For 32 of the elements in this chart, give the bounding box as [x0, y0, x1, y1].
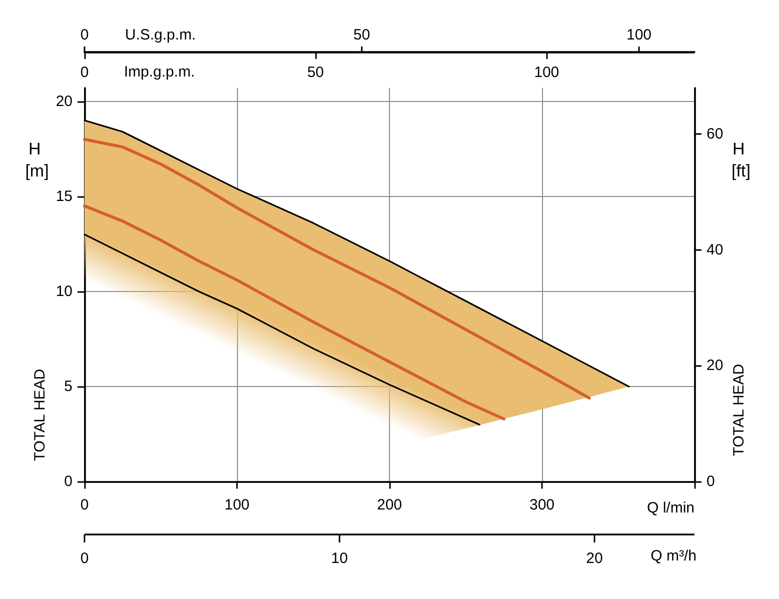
y2-tick-label: 20: [706, 357, 724, 374]
y2-tick-label: 60: [706, 125, 724, 142]
x-tick-label: 200: [376, 496, 402, 514]
text: TOTAL HEAD: [730, 364, 748, 456]
x2-tick-label: 100: [534, 64, 560, 81]
y2-axis-title: H [ft]: [732, 140, 750, 180]
y-tick-label: 15: [56, 188, 72, 205]
y-axis-title: H [m]: [25, 140, 49, 180]
text: Q m³/h: [650, 548, 696, 564]
line-series: [83, 204, 506, 420]
text: U.S.g.p.m.: [125, 26, 196, 44]
y2-tick-label: 40: [706, 241, 724, 258]
x2-tick-label: 50: [307, 64, 324, 81]
text: 50: [353, 26, 370, 44]
text: 10: [331, 550, 348, 567]
x2-axis-title: Imp.g.p.m.: [124, 64, 195, 80]
x-tick-label: 0: [80, 496, 89, 514]
y-tick-label: 5: [64, 378, 72, 396]
y-tick-label: 0: [64, 473, 72, 490]
line-series: [83, 138, 591, 400]
text: TOTAL HEAD: [32, 368, 48, 462]
x-tick-label: 300: [529, 496, 555, 514]
text: 0: [80, 26, 89, 44]
y-tick-label: 10: [56, 283, 72, 300]
x-tick-label: 100: [224, 496, 250, 514]
text: 0: [80, 550, 89, 567]
text: 20: [586, 550, 603, 567]
x-axis-title: Q l/min: [646, 500, 694, 516]
y2-tick-label: 0: [706, 473, 715, 490]
text: 100: [626, 26, 652, 44]
x2-tick-label: 0: [80, 64, 89, 81]
y-tick-label: 20: [56, 92, 72, 110]
